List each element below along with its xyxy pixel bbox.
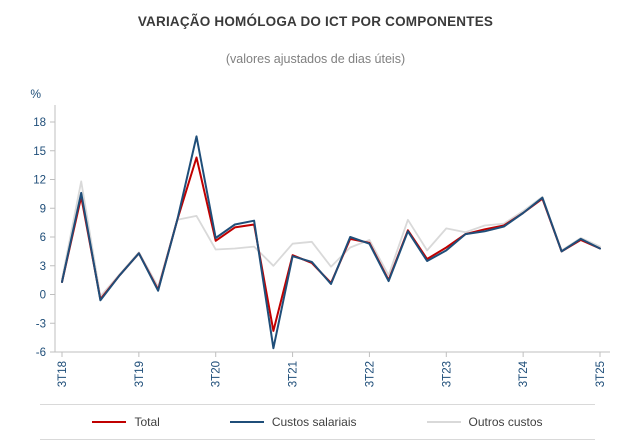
chart-title: VARIAÇÃO HOMÓLOGA DO ICT POR COMPONENTES xyxy=(137,14,494,29)
x-tick-label: 3T18 xyxy=(57,361,69,387)
legend-label-outros-custos: Outros custos xyxy=(468,415,543,429)
x-tick-label: 3T25 xyxy=(595,361,607,387)
y-tick-label: 15 xyxy=(33,146,46,158)
y-tick-label: 6 xyxy=(40,232,46,244)
x-tick-label: 3T24 xyxy=(518,360,530,387)
series-line-outros-custos xyxy=(61,180,601,298)
x-tick-label: 3T21 xyxy=(288,361,300,387)
y-tick-label: 18 xyxy=(33,117,46,129)
legend-item-outros-custos: Outros custos xyxy=(426,415,543,429)
y-tick-label: 0 xyxy=(40,290,46,302)
legend-line-total xyxy=(92,421,127,423)
series-line-custos-salariais xyxy=(61,135,601,350)
y-tick-label: -3 xyxy=(36,318,46,330)
chart-subtitle: (valores ajustados de dias úteis) xyxy=(225,52,406,66)
x-tick-label: 3T23 xyxy=(441,361,453,387)
chart-legend: Total Custos salariais Outros custos xyxy=(40,404,595,440)
y-tick-label: -6 xyxy=(36,347,46,359)
x-tick-label: 3T19 xyxy=(134,361,146,387)
x-tick-label: 3T22 xyxy=(364,361,376,387)
y-axis-unit-label: % xyxy=(30,87,41,101)
legend-item-total: Total xyxy=(92,415,160,429)
line-chart-canvas: % 18 15 12 9 6 3 0 -3 -6 3T18 3T19 3T20 3T21 3T22 3T23 3… xyxy=(30,87,610,387)
legend-line-custos-salariais xyxy=(229,421,264,423)
legend-label-total: Total xyxy=(134,415,160,429)
x-tick-label: 3T20 xyxy=(211,361,223,387)
legend-line-outros-custos xyxy=(426,421,461,423)
y-tick-label: 3 xyxy=(40,261,46,273)
y-tick-label: 9 xyxy=(40,203,46,215)
legend-item-custos-salariais: Custos salariais xyxy=(229,415,357,429)
legend-label-custos-salariais: Custos salariais xyxy=(271,415,357,429)
series-line-total xyxy=(61,156,601,332)
y-tick-label: 12 xyxy=(33,175,46,187)
